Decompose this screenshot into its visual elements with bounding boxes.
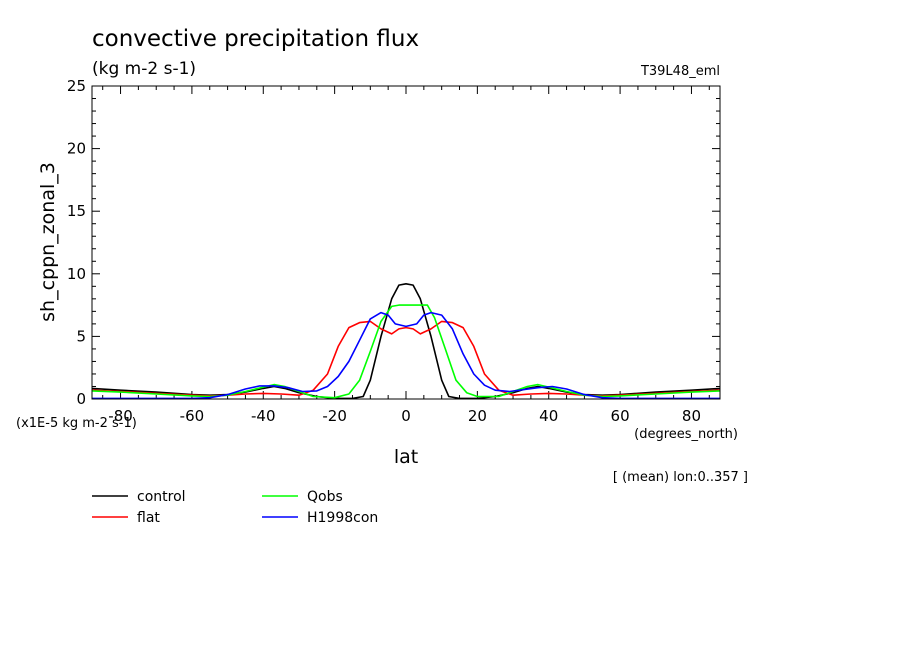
plot-frame xyxy=(91,85,721,400)
y-tick-label: 15 xyxy=(67,202,86,220)
x-tick-label: 60 xyxy=(611,407,630,425)
axis-ticks xyxy=(92,85,720,400)
legend-label-flat: flat xyxy=(137,510,160,526)
series-layer xyxy=(91,282,721,400)
x-tick-label: 0 xyxy=(401,407,411,425)
footnote: [ (mean) lon:0..357 ] xyxy=(613,470,748,485)
x-tick-label: 40 xyxy=(539,407,558,425)
x-tick-label: -40 xyxy=(251,407,276,425)
series-line-flat xyxy=(91,320,721,397)
series-line-control xyxy=(91,282,721,400)
x-tick-label: -20 xyxy=(322,407,347,425)
y-tick-label: 5 xyxy=(76,327,86,345)
y-tick-label: 10 xyxy=(67,265,86,283)
tick-labels: -80 -60 -40 -20 0 20 40 60 80 0 5 10 15 20 25 xyxy=(67,77,701,425)
series-line-h1998con xyxy=(92,311,720,400)
legend-label-control: control xyxy=(137,489,186,505)
x-axis-units: (degrees_north) xyxy=(634,427,738,442)
y-tick-label: 0 xyxy=(76,390,86,408)
run-label: T39L48_eml xyxy=(640,64,720,79)
x-tick-label: -60 xyxy=(180,407,205,425)
x-tick-label: 80 xyxy=(682,407,701,425)
chart-title: convective precipitation flux xyxy=(92,26,419,52)
chart-subtitle: (kg m-2 s-1) xyxy=(92,59,196,79)
y-scale-note: (x1E-5 kg m-2 s-1) xyxy=(16,416,137,431)
x-tick-label: 20 xyxy=(468,407,487,425)
x-axis-label: lat xyxy=(394,446,418,468)
legend-label-h1998con: H1998con xyxy=(307,510,378,526)
y-tick-label: 20 xyxy=(67,140,86,158)
legend-label-qobs: Qobs xyxy=(307,489,343,505)
y-tick-label: 25 xyxy=(67,77,86,95)
legend: control flat Qobs H1998con xyxy=(92,489,378,526)
y-axis-label: sh_cppn_zonal_3 xyxy=(37,162,59,322)
x-tick-label: -80 xyxy=(108,407,133,425)
series-line-qobs xyxy=(91,304,721,399)
